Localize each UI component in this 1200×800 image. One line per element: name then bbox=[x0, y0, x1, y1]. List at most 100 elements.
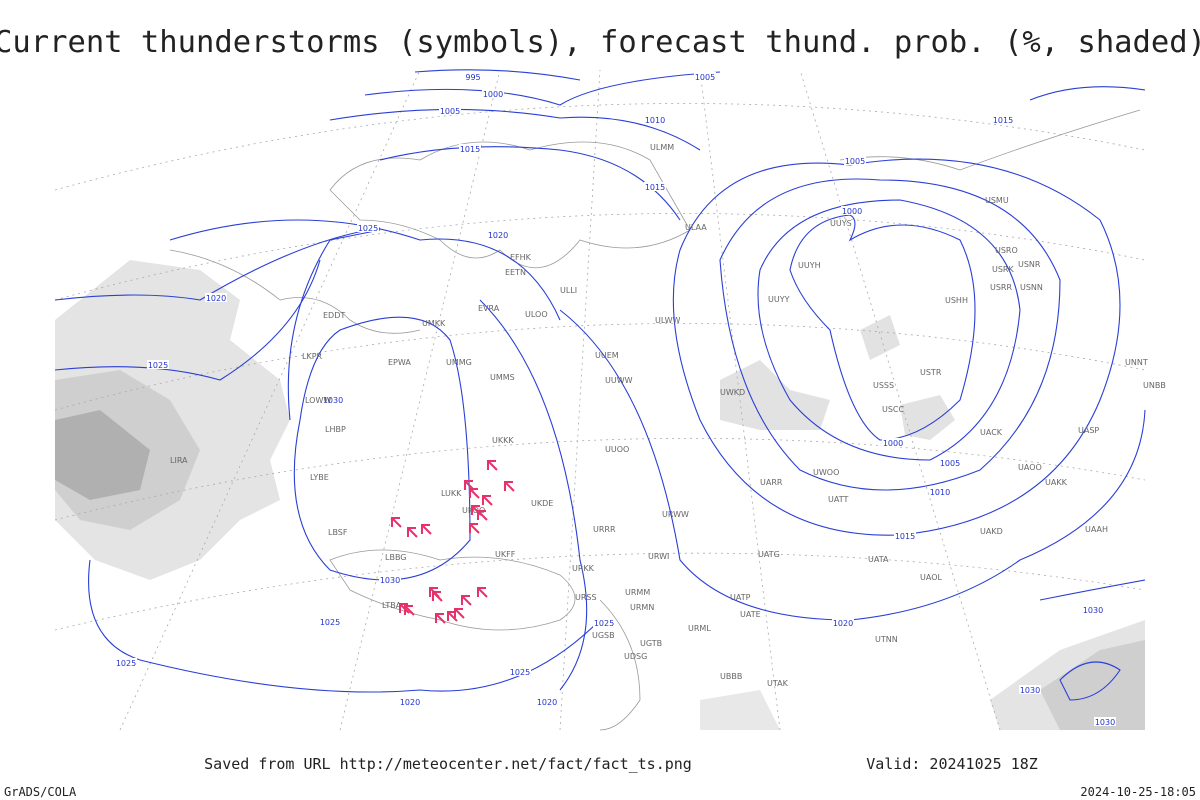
station-label: USSS bbox=[873, 381, 894, 390]
isobar-label: 1000 bbox=[483, 90, 503, 99]
thunderstorm-symbol bbox=[469, 523, 480, 534]
isobar-label: 1020 bbox=[537, 698, 557, 707]
station-label: UUYY bbox=[768, 295, 790, 304]
station-label: UKOO bbox=[462, 506, 485, 515]
station-label: URMM bbox=[625, 588, 650, 597]
isobar-label-bg bbox=[644, 115, 666, 124]
isobar-label-bg bbox=[509, 667, 531, 676]
isobar-label-bg bbox=[319, 617, 341, 626]
isobar-label-bg bbox=[882, 438, 904, 447]
isobar-label: 1015 bbox=[460, 145, 480, 154]
station-label: USMU bbox=[985, 196, 1009, 205]
station-label: EVRA bbox=[478, 304, 500, 313]
thunderstorm-symbol bbox=[404, 605, 415, 616]
station-label: LTBA bbox=[382, 601, 402, 610]
credit: GrADS/COLA bbox=[4, 785, 77, 799]
thunderstorm-symbol bbox=[461, 595, 472, 606]
station-label: LKPR bbox=[302, 352, 323, 361]
isobar-label: 1015 bbox=[895, 532, 915, 541]
station-label: UTNN bbox=[875, 635, 898, 644]
isobar-label-bg bbox=[694, 72, 716, 81]
isobar-label-bg bbox=[894, 531, 916, 540]
station-label: EDDT bbox=[323, 311, 345, 320]
isobar-label-bg bbox=[322, 395, 344, 404]
station-label: USRO bbox=[995, 246, 1018, 255]
station-label: UATP bbox=[730, 593, 751, 602]
station-label: USNN bbox=[1020, 283, 1043, 292]
thunderstorm-symbol bbox=[477, 587, 488, 598]
station-label: UTAK bbox=[767, 679, 789, 688]
station-label: UATE bbox=[740, 610, 761, 619]
thunderstorm-symbol bbox=[447, 611, 458, 622]
isobar-label-bg bbox=[147, 360, 169, 369]
station-label: UMMS bbox=[490, 373, 515, 382]
isobar-label-bg bbox=[459, 144, 481, 153]
station-label: UMMG bbox=[446, 358, 472, 367]
map-title: Current thunderstorms (symbols), forecas… bbox=[0, 25, 1200, 60]
isobar-label: 1015 bbox=[993, 116, 1013, 125]
shaded-probability bbox=[55, 260, 1145, 730]
station-label: UAKD bbox=[980, 527, 1003, 536]
isobar-label-bg bbox=[832, 618, 854, 627]
isobar-label-bg bbox=[1019, 685, 1041, 694]
isobar-label-bg bbox=[593, 618, 615, 627]
isobar-label: 1000 bbox=[883, 439, 903, 448]
isobar-label-bg bbox=[462, 72, 484, 81]
isobar-label-bg bbox=[399, 697, 421, 706]
isobar-label: 1020 bbox=[400, 698, 420, 707]
map-labels: 9951000100510051010101510151015102510201… bbox=[115, 72, 1166, 727]
station-label: USHH bbox=[945, 296, 968, 305]
station-label: LOWW bbox=[305, 396, 331, 405]
station-label: UAKK bbox=[1045, 478, 1068, 487]
station-label: USTR bbox=[920, 368, 942, 377]
station-label: EPWA bbox=[388, 358, 411, 367]
station-label: ULLI bbox=[560, 286, 577, 295]
station-label: UUOO bbox=[605, 445, 629, 454]
station-label: LIRA bbox=[170, 456, 188, 465]
isobar-label: 1010 bbox=[930, 488, 950, 497]
isobar-label: 1030 bbox=[1095, 718, 1115, 727]
isobar-label: 1020 bbox=[833, 619, 853, 628]
station-label: ULAA bbox=[685, 223, 707, 232]
station-label: UATA bbox=[868, 555, 889, 564]
thunderstorm-symbol bbox=[477, 510, 488, 521]
coastlines bbox=[169, 109, 1141, 731]
thunderstorm-symbol bbox=[435, 613, 446, 624]
isobar-label-bg bbox=[1082, 605, 1104, 614]
thunderstorm-symbol bbox=[454, 608, 465, 619]
isobar-label: 1005 bbox=[845, 157, 865, 166]
isobar-label-bg bbox=[205, 293, 227, 302]
isobar-label-bg bbox=[536, 697, 558, 706]
station-label: UASP bbox=[1078, 426, 1099, 435]
station-label: UAAH bbox=[1085, 525, 1108, 534]
isobar-label: 1030 bbox=[323, 396, 343, 405]
isobar-label: 1005 bbox=[440, 107, 460, 116]
graticule bbox=[54, 69, 1146, 731]
station-label: UACK bbox=[980, 428, 1003, 437]
isobar-label: 1030 bbox=[380, 576, 400, 585]
isobar-label: 1025 bbox=[320, 618, 340, 627]
station-label: ULWW bbox=[655, 316, 680, 325]
station-label: URMN bbox=[630, 603, 654, 612]
station-label: LBBG bbox=[385, 553, 407, 562]
source-url: Saved from URL http://meteocenter.net/fa… bbox=[204, 755, 692, 773]
isobar-label-bg bbox=[482, 89, 504, 98]
thunderstorm-symbol bbox=[407, 527, 418, 538]
station-label: UKKK bbox=[492, 436, 514, 445]
station-label: UATT bbox=[828, 495, 848, 504]
isobar-label-bg bbox=[379, 575, 401, 584]
isobar-label: 1005 bbox=[940, 459, 960, 468]
station-label: EETN bbox=[505, 268, 526, 277]
thunderstorm-symbol bbox=[391, 517, 402, 528]
isobar-label-bg bbox=[644, 182, 666, 191]
station-label: UUYH bbox=[798, 261, 821, 270]
station-label: UGTB bbox=[640, 639, 662, 648]
isobar-label-bg bbox=[439, 106, 461, 115]
isobar-label: 995 bbox=[465, 73, 480, 82]
station-label: UUWW bbox=[605, 376, 633, 385]
station-label: UARR bbox=[760, 478, 783, 487]
station-label: UGSB bbox=[592, 631, 615, 640]
thunderstorm-symbol bbox=[469, 488, 480, 499]
isobar-label: 1030 bbox=[1083, 606, 1103, 615]
station-label: EFHK bbox=[510, 253, 532, 262]
